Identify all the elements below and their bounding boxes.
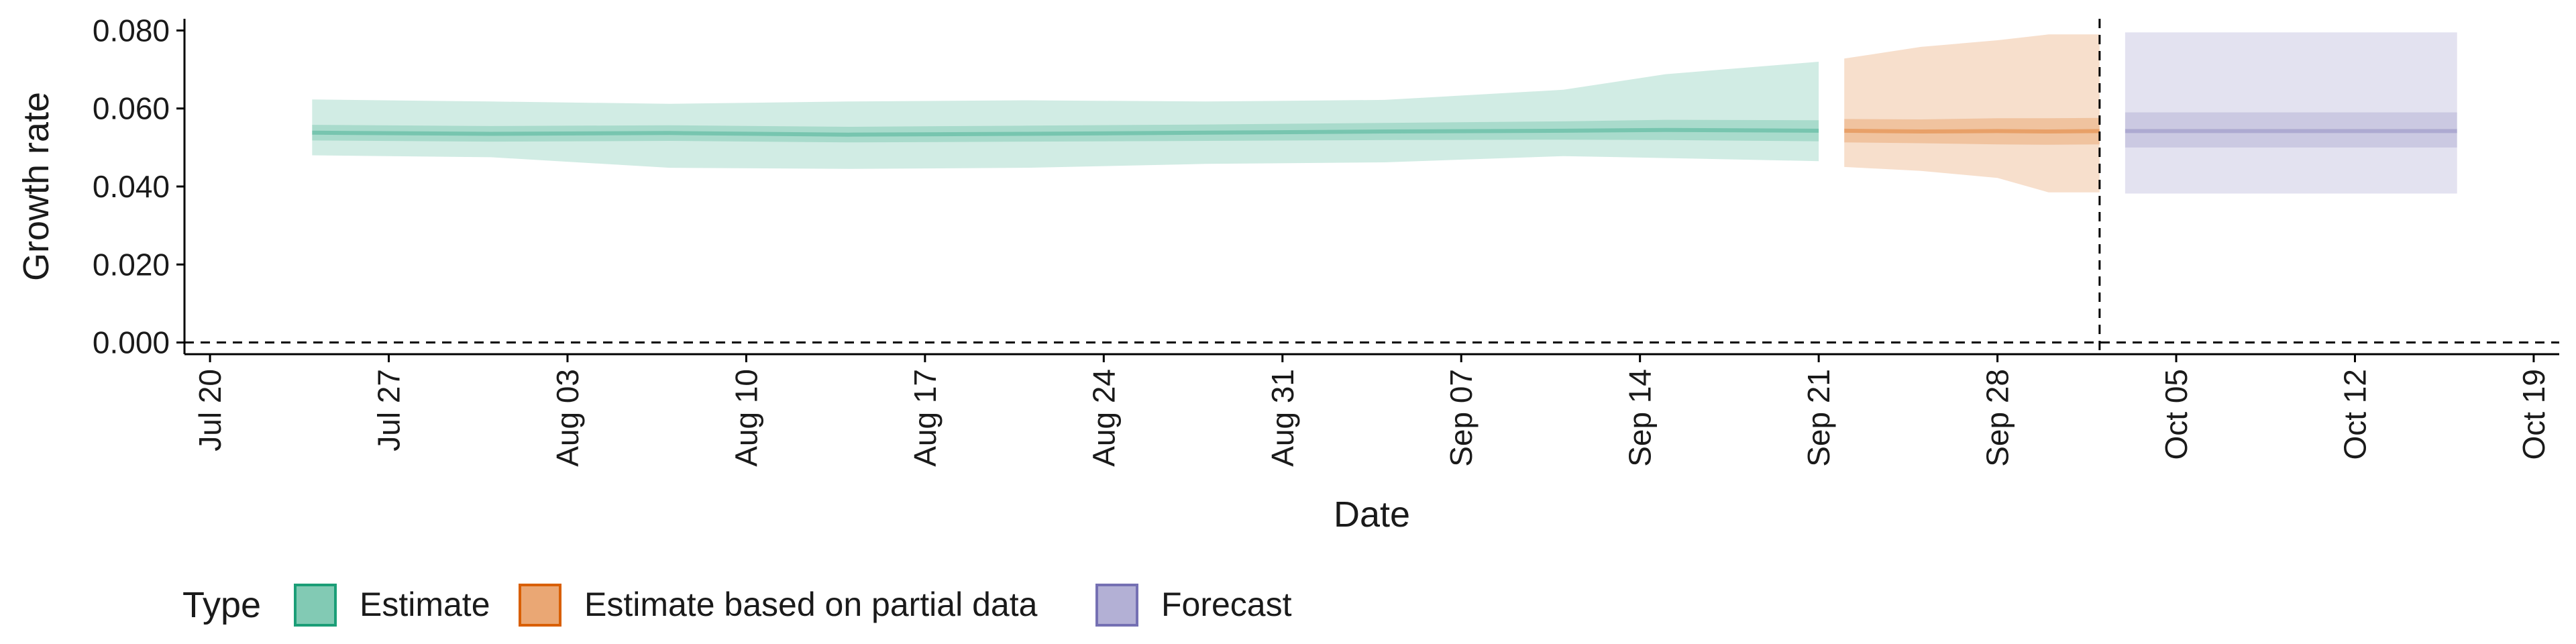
y-tick-label: 0.020 [93, 247, 170, 282]
x-tick-label: Aug 10 [729, 369, 763, 467]
reference-lines [184, 19, 2559, 354]
x-tick-label: Sep 28 [1980, 369, 2015, 467]
band-50-estimate [312, 119, 1819, 143]
band-90-estimate-based-on-partial-data [1844, 34, 2100, 193]
legend-key-3 [1095, 584, 1138, 627]
x-tick-label: Oct 05 [2159, 369, 2194, 460]
ribbon-layer [312, 32, 2457, 194]
x-axis-title: Date [1334, 494, 1410, 535]
x-tick-label: Aug 03 [550, 369, 585, 467]
legend-label: Forecast [1161, 586, 1292, 623]
x-tick-label: Aug 17 [908, 369, 943, 467]
legend-key-2 [519, 584, 561, 627]
x-tick-label: Oct 19 [2516, 369, 2551, 460]
y-axis-title: Growth rate [16, 92, 56, 281]
median-layer [312, 127, 2457, 137]
x-tick-label: Sep 07 [1444, 369, 1479, 467]
x-tick-label: Sep 21 [1801, 369, 1836, 467]
y-tick-label: 0.080 [93, 13, 170, 48]
legend-title: Type [182, 585, 261, 625]
y-tick-label: 0.000 [93, 325, 170, 360]
y-tick-label: 0.060 [93, 91, 170, 126]
axes: 0.000 0.020 0.040 0.060 0.080 Jul 20 Jul 27 Aug… [16, 13, 2559, 535]
band-90-forecast [2125, 32, 2457, 194]
x-tick-label: Oct 12 [2337, 369, 2372, 460]
x-tick-label: Sep 14 [1623, 369, 1658, 467]
band-50-forecast [2125, 112, 2457, 148]
band-90-estimate [312, 62, 1819, 169]
legend-label: Estimate [360, 586, 490, 623]
legend-key-1 [294, 584, 337, 627]
band-50-estimate-based-on-partial-data [1844, 117, 2100, 145]
legend: Type Estimate Estimate based on partial da… [182, 584, 1292, 627]
x-tick-label: Jul 27 [372, 369, 407, 451]
median-line-estimate [312, 127, 1819, 137]
x-tick-label: Jul 20 [193, 369, 227, 451]
legend-label: Estimate based on partial data [584, 586, 1038, 623]
x-tick-label: Aug 24 [1086, 369, 1121, 467]
x-tick-label: Aug 31 [1265, 369, 1300, 467]
y-tick-label: 0.040 [93, 169, 170, 204]
